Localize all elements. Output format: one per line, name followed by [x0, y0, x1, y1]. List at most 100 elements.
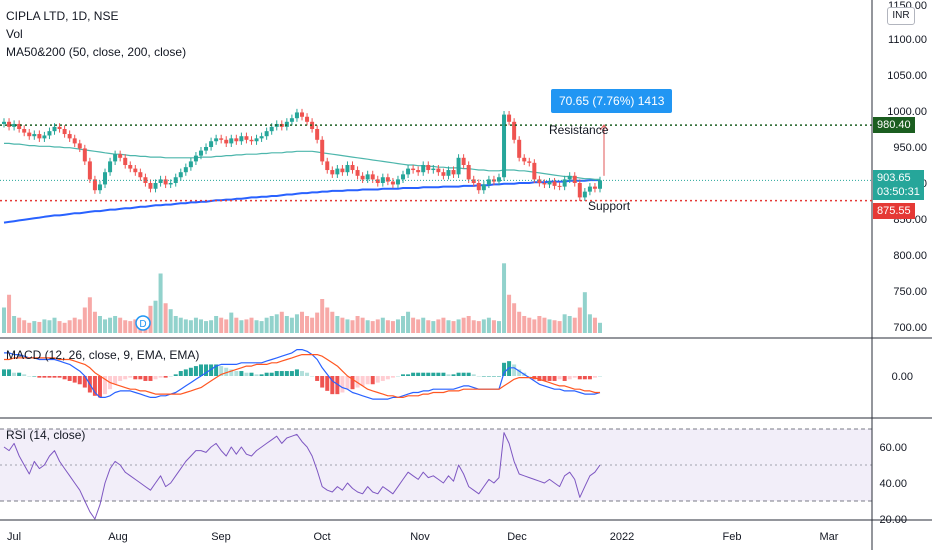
- macd-histogram-bar: [365, 376, 370, 385]
- macd-histogram-bar: [567, 376, 572, 380]
- volume-bar: [229, 312, 234, 333]
- volume-bar: [22, 320, 27, 333]
- volume-bar: [62, 322, 67, 333]
- last-price-countdown: 03:50:31: [877, 186, 920, 199]
- volume-bar: [436, 319, 441, 333]
- volume-bar: [537, 316, 542, 333]
- candle: [138, 168, 143, 181]
- macd-histogram-bar: [481, 376, 486, 377]
- candle-body: [598, 180, 602, 189]
- candle-body: [592, 186, 597, 189]
- volume-bar: [385, 320, 390, 333]
- price-axis-label: 950.00: [893, 142, 927, 154]
- volume-bar: [552, 320, 557, 333]
- volume-bar: [512, 303, 517, 333]
- candle: [360, 172, 365, 183]
- volume-bar: [52, 317, 57, 333]
- candle: [552, 177, 557, 190]
- time-axis-label: Nov: [410, 531, 430, 543]
- candle-body: [163, 179, 168, 185]
- candle: [204, 143, 209, 155]
- candle-body: [481, 184, 486, 191]
- macd-histogram-bar: [380, 376, 385, 381]
- candle: [219, 134, 224, 144]
- macd-histogram-bar: [390, 376, 395, 378]
- candle: [193, 152, 198, 165]
- candle: [527, 157, 532, 167]
- candle: [72, 134, 77, 147]
- candle: [224, 136, 229, 147]
- candle-body: [97, 184, 102, 191]
- candle: [7, 118, 12, 131]
- candle-body: [158, 179, 163, 183]
- volume-bar: [491, 320, 496, 333]
- macd-histogram-bar: [138, 376, 143, 380]
- macd-histogram-bar: [32, 376, 37, 377]
- candle-body: [315, 129, 320, 140]
- macd-histogram-bar: [229, 369, 234, 376]
- candle-body: [426, 165, 431, 171]
- macd-histogram-bar: [224, 367, 229, 376]
- macd-histogram-bar: [562, 376, 567, 381]
- candle: [496, 173, 501, 186]
- volume-bar: [113, 316, 118, 333]
- currency-badge[interactable]: INR: [887, 7, 915, 25]
- volume-bar: [330, 311, 335, 333]
- volume-bar: [466, 316, 471, 333]
- macd-histogram-bar: [42, 376, 47, 378]
- candle-body: [466, 165, 471, 180]
- volume-bar: [254, 320, 259, 333]
- candle-body: [42, 135, 47, 139]
- candle: [92, 175, 97, 194]
- candle-body: [209, 141, 214, 147]
- macd-histogram-bar: [491, 376, 496, 377]
- candle-body: [547, 181, 552, 185]
- volume-bar: [527, 317, 532, 333]
- volume-bar: [294, 314, 299, 333]
- candle-body: [244, 136, 249, 140]
- candle: [57, 123, 62, 133]
- volume-bar: [97, 316, 102, 333]
- volume-bar: [486, 317, 491, 333]
- macd-histogram-bar: [279, 371, 284, 376]
- volume-bar: [340, 317, 345, 333]
- candle-body: [77, 143, 82, 149]
- candle-body: [471, 179, 476, 183]
- candle-body: [330, 170, 335, 175]
- candle-body: [133, 168, 138, 173]
- candle: [22, 125, 27, 137]
- volume-bar: [128, 321, 133, 333]
- macd-histogram-bar: [426, 372, 431, 376]
- candle: [305, 113, 310, 126]
- macd-histogram-bar: [572, 376, 577, 378]
- dividend-marker-circle: [135, 315, 151, 331]
- candle-body: [138, 172, 143, 178]
- candle-body: [441, 172, 446, 176]
- candle-body: [502, 114, 507, 178]
- rsi-line: [3, 432, 601, 520]
- macd-histogram-bar: [37, 376, 42, 378]
- candle-body: [2, 121, 6, 124]
- volume-bar: [209, 320, 214, 333]
- candle-series: [2, 108, 602, 201]
- volume-bar: [476, 321, 481, 333]
- volume-bar: [173, 316, 178, 333]
- macd-histogram-bar: [431, 372, 436, 376]
- macd-histogram-bar: [360, 376, 365, 386]
- volume-bar: [183, 319, 188, 333]
- macd-histogram-bar: [577, 376, 582, 380]
- candle-body: [406, 168, 411, 175]
- candle: [294, 108, 299, 122]
- price-axis-label: 700.00: [893, 322, 927, 334]
- macd-histogram-bar: [512, 364, 517, 376]
- candle-body: [47, 131, 52, 136]
- candle-body: [229, 138, 234, 144]
- legend-rsi: RSI (14, close): [6, 428, 86, 442]
- macd-histogram-bar: [517, 369, 522, 376]
- volume-bar: [239, 320, 244, 333]
- macd-histogram-bar: [158, 376, 163, 378]
- volume-bar: [274, 314, 279, 333]
- candle-body: [390, 181, 395, 185]
- candle: [108, 157, 113, 176]
